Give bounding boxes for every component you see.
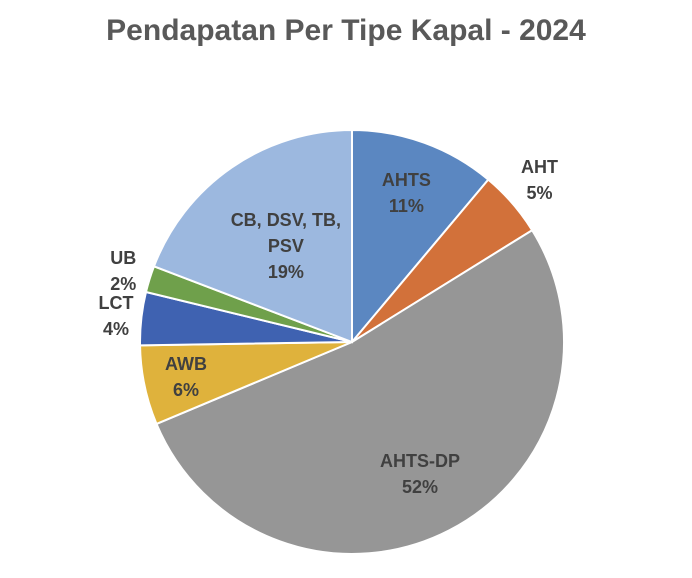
value-label: 2% (110, 273, 137, 294)
chart-title: Pendapatan Per Tipe Kapal - 2024 (106, 14, 586, 47)
slice-label: CB, DSV, TB, PSV 19% (211, 207, 361, 285)
slice-label: AHT 5% (464, 153, 614, 205)
category-label: CB, DSV, TB, PSV (230, 209, 342, 256)
value-label: 4% (103, 318, 130, 339)
category-label: UB (110, 247, 137, 268)
value-label: 6% (172, 379, 199, 400)
slice-label: UB 2% (48, 245, 198, 297)
slice-label: AHTS 11% (331, 166, 481, 218)
category-label: AHT (520, 156, 558, 177)
category-label: LCT (98, 292, 134, 313)
category-label: AWB (164, 353, 207, 374)
value-label: 5% (526, 182, 553, 203)
slice-label: AHTS-DP 52% (345, 448, 495, 500)
value-label: 19% (267, 262, 304, 282)
value-label: 11% (388, 195, 424, 216)
pie-slice (155, 228, 565, 555)
slice-label: LCT 4% (41, 290, 191, 342)
value-label: 52% (401, 476, 439, 497)
pie-slice (152, 128, 353, 344)
category-label: AHTS-DP (380, 450, 460, 471)
slice-label: AWB 6% (111, 351, 261, 403)
category-label: AHTS (381, 169, 431, 190)
pie-slice (351, 128, 490, 345)
